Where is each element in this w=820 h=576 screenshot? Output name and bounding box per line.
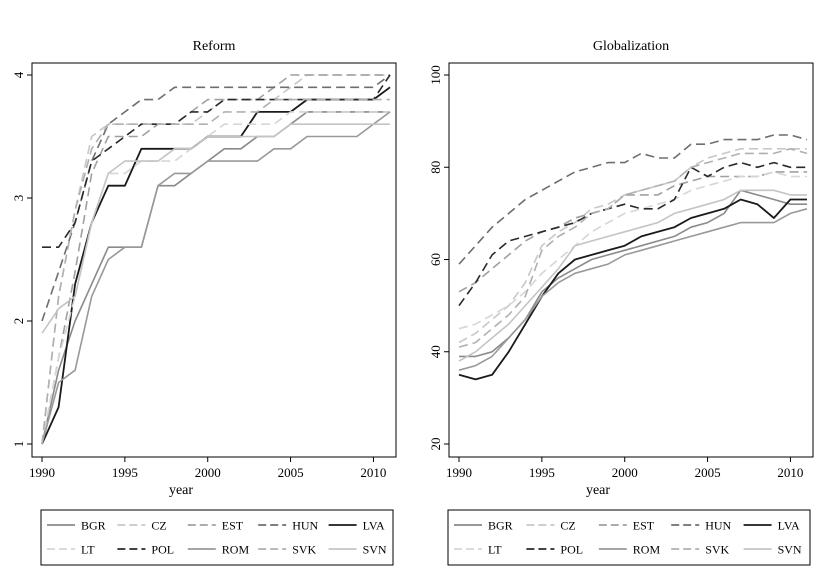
plot-frame: [31, 62, 397, 458]
legend-label-svk: SVK: [292, 543, 316, 557]
y-tick-label: 40: [428, 345, 443, 358]
series-line-svn: [41, 123, 390, 334]
chart-title: Globalization: [593, 39, 669, 54]
chart-title: Reform: [193, 39, 236, 54]
x-tick-label: 2010: [777, 465, 803, 480]
x-axis-label: year: [586, 483, 610, 498]
series-line-svk: [458, 148, 808, 348]
y-tick-label: 2: [11, 318, 26, 325]
legend-label-lva: LVA: [778, 519, 800, 533]
legend-label-est: EST: [222, 519, 244, 533]
legend-label-svn: SVN: [778, 543, 802, 557]
legend-label-lva: LVA: [363, 519, 385, 533]
series-line-hun: [458, 134, 808, 265]
x-tick-label: 1990: [446, 465, 472, 480]
series-line-rom: [41, 111, 391, 445]
legend-label-rom: ROM: [633, 543, 661, 557]
legend-frame: [40, 509, 394, 566]
series-line-lva: [458, 198, 807, 381]
y-tick-label: 60: [428, 253, 443, 266]
x-tick-label: 1995: [112, 465, 138, 480]
series-line-rom: [458, 208, 808, 371]
legend-label-svk: SVK: [705, 543, 729, 557]
legend-label-rom: ROM: [222, 543, 250, 557]
legend-frame: [447, 509, 811, 566]
series-line-lt: [458, 171, 807, 330]
legend-label-bgr: BGR: [81, 519, 106, 533]
y-tick-label: 4: [11, 71, 26, 78]
y-tick-label: 100: [428, 65, 443, 85]
series-line-est: [458, 171, 807, 293]
plot-frame: [448, 62, 814, 458]
legend: BGR CZ EST HUN LVA LT POL ROM SVK SVN: [447, 509, 811, 566]
legend-label-lt: LT: [81, 543, 95, 557]
x-tick-label: 2005: [695, 465, 721, 480]
chart-panel-reform: Reform 1 2 3 4 1990 1995 2000 2005 2010 year BGR CZ E…: [11, 39, 397, 566]
series-line-cz: [458, 148, 807, 344]
legend-label-svn: SVN: [363, 543, 387, 557]
legend-label-hun: HUN: [292, 519, 318, 533]
x-tick-label: 2010: [360, 465, 386, 480]
x-tick-label: 1990: [29, 465, 55, 480]
legend-label-pol: POL: [151, 543, 174, 557]
x-tick-label: 1995: [529, 465, 555, 480]
x-tick-label: 2005: [278, 465, 304, 480]
series-line-hun: [41, 74, 391, 322]
legend-label-cz: CZ: [560, 519, 575, 533]
legend-label-hun: HUN: [705, 519, 731, 533]
legend: BGR CZ EST HUN LVA LT POL ROM SVK SVN: [40, 509, 394, 566]
series-line-cz: [41, 74, 390, 445]
legend-label-lt: LT: [488, 543, 502, 557]
series-line-svk: [41, 98, 390, 445]
x-tick-label: 2000: [612, 465, 638, 480]
series-line-svn: [458, 189, 807, 362]
x-tick-label: 2000: [195, 465, 221, 480]
y-tick-label: 20: [428, 438, 443, 451]
y-tick-label: 1: [11, 441, 26, 448]
x-axis-label: year: [169, 483, 193, 498]
legend-label-bgr: BGR: [488, 519, 513, 533]
y-tick-label: 3: [11, 195, 26, 202]
series-line-pol: [458, 161, 807, 307]
legend-label-est: EST: [633, 519, 655, 533]
y-tick-label: 80: [428, 161, 443, 174]
chart-panel-globalization: Globalization 20 40 60 80 100 1990 1995 2000 2005…: [428, 39, 814, 566]
legend-label-cz: CZ: [151, 519, 166, 533]
legend-label-pol: POL: [560, 543, 583, 557]
